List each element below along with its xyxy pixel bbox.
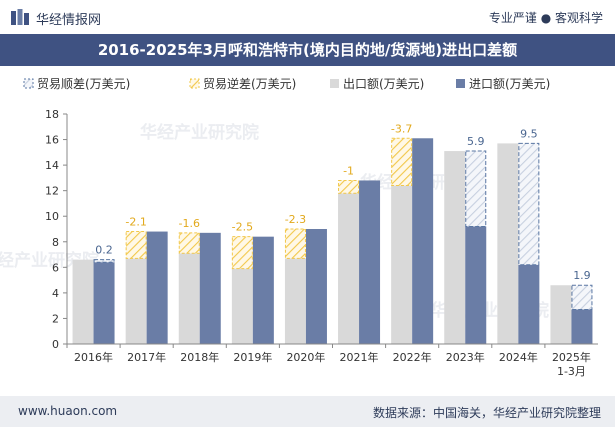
y-tick-label: 2 [52, 312, 59, 325]
x-tick-label: 2024年 [499, 350, 538, 364]
surplus-segment [571, 284, 593, 311]
balance-label: -2.3 [285, 213, 306, 226]
x-tick-label: 2018年 [180, 350, 219, 364]
deficit-segment [391, 137, 413, 187]
y-tick-label: 14 [45, 159, 59, 172]
export-bar [284, 258, 306, 344]
chart: 华经产业研究院华经产业研究院华经产业研究院华经产业研究院 贸易顺差(万美元)贸易… [0, 76, 598, 378]
balance-label: -2.1 [125, 216, 146, 229]
y-axis: 0 2 4 6 8 10 12 14 16 18 [45, 108, 68, 351]
export-bar [338, 193, 360, 344]
deficit-segment [125, 231, 147, 259]
export-bar [125, 258, 147, 344]
deficit-segment [231, 236, 253, 270]
legend: 贸易顺差(万美元) 贸易逆差(万美元) 出口额(万美元) 进口额(万美元) [23, 76, 550, 91]
balance-label: 0.2 [95, 244, 113, 257]
website-link[interactable]: www.huaon.com [18, 404, 118, 418]
y-tick-label: 16 [45, 134, 59, 147]
huajing-logo-icon [11, 9, 29, 25]
legend-swatch-import [456, 79, 465, 88]
export-bar [391, 185, 413, 344]
legend-swatch-export [330, 79, 339, 88]
surplus-segment [93, 259, 115, 263]
x-tick-label: 2025年 [552, 350, 591, 364]
balance-label: 5.9 [467, 135, 485, 148]
y-tick-label: 0 [52, 338, 59, 351]
footer: www.huaon.com 数据来源：中国海关，华经产业研究院整理 [0, 396, 615, 427]
legend-swatch-surplus [23, 78, 34, 89]
y-tick-label: 10 [45, 210, 59, 223]
y-tick-label: 6 [52, 261, 59, 274]
deficit-segment [338, 179, 360, 194]
export-bar [550, 285, 572, 344]
top-bar: 华经情报网 专业严谨 ● 客观科学 [0, 0, 615, 34]
x-tick-label: 2020年 [286, 350, 325, 364]
import-bar [93, 262, 115, 344]
chart-title: 2016-2025年3月呼和浩特市(境内目的地/货源地)进出口差额 [0, 34, 615, 66]
legend-label-deficit: 贸易逆差(万美元) [203, 76, 296, 91]
x-tick-label: 2017年 [127, 350, 166, 364]
x-tick-label: 2019年 [233, 350, 272, 364]
y-tick-label: 8 [52, 236, 59, 249]
watermark-text: 华经产业研究院 [140, 122, 259, 143]
surplus-segment [518, 142, 540, 266]
brand-name: 华经情报网 [36, 13, 102, 28]
import-bar [305, 229, 327, 344]
y-tick-label: 18 [45, 108, 59, 121]
x-tick-label: 2021年 [340, 350, 379, 364]
x-tick-label: 2023年 [446, 350, 485, 364]
import-bar [412, 138, 434, 344]
export-bar [231, 268, 253, 344]
export-bar [444, 151, 466, 344]
balance-label: 1.9 [573, 269, 591, 282]
balance-label: -2.5 [232, 221, 253, 234]
surplus-segment [465, 150, 487, 227]
tagline: 专业严谨 ● 客观科学 [488, 11, 603, 25]
balance-label: -3.7 [391, 122, 412, 135]
x-tick-label: 2022年 [393, 350, 432, 364]
legend-label-export: 出口额(万美元) [343, 77, 424, 91]
balance-label: -1 [343, 164, 354, 177]
import-bar [359, 180, 381, 344]
import-bar [571, 309, 593, 344]
export-bar [497, 143, 519, 344]
bars: 0.2 -2.1 -1.6 -2.5 -2.3 -1 -3.7 5.9 9.5 1.9 [72, 122, 593, 344]
y-tick-label: 12 [45, 185, 59, 198]
balance-label: 9.5 [520, 127, 538, 140]
import-bar [252, 236, 274, 344]
legend-label-surplus: 贸易顺差(万美元) [37, 77, 130, 91]
x-tick-label: 2016年 [74, 350, 113, 364]
import-bar [199, 232, 221, 344]
balance-label: -1.6 [179, 217, 200, 230]
export-bar [72, 259, 94, 344]
data-source: 数据来源：中国海关，华经产业研究院整理 [372, 406, 601, 420]
x-axis: 2016年 2017年 2018年 2019年 2020年 2021年 2022年 2023年… [66, 343, 598, 378]
deficit-segment [284, 228, 306, 259]
legend-label-import: 进口额(万美元) [469, 77, 550, 91]
import-bar [518, 264, 540, 344]
export-bar [178, 253, 200, 344]
y-tick-label: 4 [52, 287, 59, 300]
legend-swatch-deficit [189, 78, 200, 89]
import-bar [465, 226, 487, 344]
deficit-segment [178, 232, 200, 254]
import-bar [146, 231, 168, 344]
x-tick-label: 1-3月 [557, 365, 586, 378]
